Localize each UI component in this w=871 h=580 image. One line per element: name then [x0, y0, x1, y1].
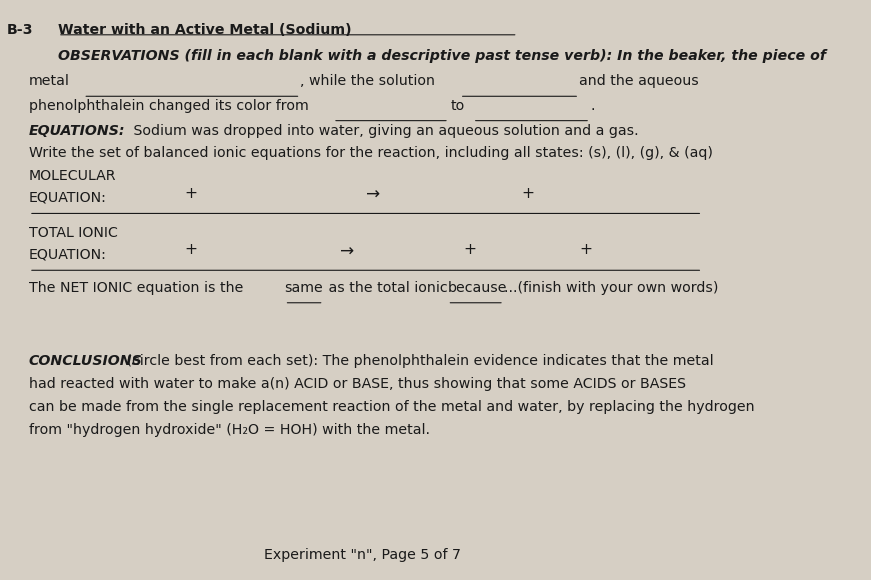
Text: Water with an Active Metal (Sodium): Water with an Active Metal (Sodium)	[58, 23, 352, 37]
Text: OBSERVATIONS (fill in each blank with a descriptive past tense verb): In the bea: OBSERVATIONS (fill in each blank with a …	[58, 49, 826, 63]
Text: from "hydrogen hydroxide" (H₂O = HOH) with the metal.: from "hydrogen hydroxide" (H₂O = HOH) wi…	[29, 423, 430, 437]
Text: EQUATIONS:: EQUATIONS:	[29, 124, 125, 138]
Text: can be made from the single replacement reaction of the metal and water, by repl: can be made from the single replacement …	[29, 400, 754, 414]
Text: CONCLUSIONS: CONCLUSIONS	[29, 354, 143, 368]
Text: +: +	[185, 186, 198, 201]
Text: +: +	[522, 186, 534, 201]
Text: Sodium was dropped into water, giving an aqueous solution and a gas.: Sodium was dropped into water, giving an…	[129, 124, 638, 138]
Text: MOLECULAR: MOLECULAR	[29, 169, 117, 183]
Text: to: to	[450, 99, 464, 113]
Text: →: →	[341, 242, 354, 260]
Text: same: same	[285, 281, 323, 295]
Text: TOTAL IONIC: TOTAL IONIC	[29, 226, 118, 240]
Text: and the aqueous: and the aqueous	[579, 74, 699, 88]
Text: Experiment "n", Page 5 of 7: Experiment "n", Page 5 of 7	[264, 548, 461, 562]
Text: as the total ionic: as the total ionic	[324, 281, 452, 295]
Text: The NET IONIC equation is the: The NET IONIC equation is the	[29, 281, 248, 295]
Text: +: +	[579, 242, 592, 258]
Text: had reacted with water to make a(n) ACID or BASE, thus showing that some ACIDS o: had reacted with water to make a(n) ACID…	[29, 377, 686, 391]
Text: Write the set of balanced ionic equations for the reaction, including all states: Write the set of balanced ionic equation…	[29, 146, 712, 160]
Text: phenolphthalein changed its color from: phenolphthalein changed its color from	[29, 99, 308, 113]
Text: , while the solution: , while the solution	[300, 74, 436, 88]
Text: EQUATION:: EQUATION:	[29, 190, 107, 204]
Text: EQUATION:: EQUATION:	[29, 247, 107, 261]
Text: (circle best from each set): The phenolphthalein evidence indicates that the met: (circle best from each set): The phenolp…	[122, 354, 713, 368]
Text: .: .	[591, 99, 595, 113]
Text: +: +	[463, 242, 476, 258]
Text: metal: metal	[29, 74, 70, 88]
Text: B-3: B-3	[7, 23, 34, 37]
Text: →: →	[366, 186, 380, 204]
Text: ...(finish with your own words): ...(finish with your own words)	[504, 281, 719, 295]
Text: because: because	[448, 281, 507, 295]
Text: +: +	[185, 242, 198, 258]
